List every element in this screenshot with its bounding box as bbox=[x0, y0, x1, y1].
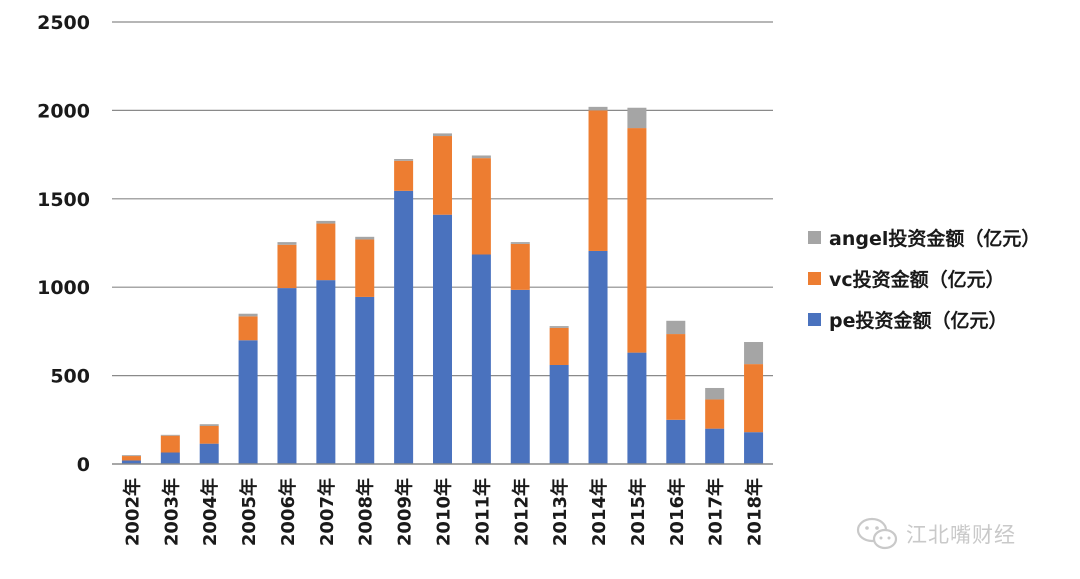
x-tick-label: 2014年 bbox=[588, 478, 610, 546]
bar-segment bbox=[316, 223, 336, 281]
bar-segment bbox=[355, 296, 375, 464]
bar-segment bbox=[705, 428, 725, 464]
bar-segment bbox=[433, 133, 452, 137]
bar-segment bbox=[433, 136, 452, 215]
legend-label-angel: angel投资金额（亿元） bbox=[829, 228, 1041, 250]
bar-segment bbox=[199, 425, 219, 444]
x-tick-label: 2009年 bbox=[394, 478, 416, 546]
bar-segment bbox=[121, 460, 141, 464]
bar-segment bbox=[705, 399, 725, 429]
bar-segment bbox=[588, 250, 608, 464]
bar-segment bbox=[394, 190, 414, 464]
x-tick-label: 2018年 bbox=[744, 478, 766, 546]
x-tick-label: 2002年 bbox=[121, 478, 143, 546]
bar-segment bbox=[433, 214, 452, 464]
bar-segment bbox=[355, 236, 375, 240]
bar-segment bbox=[277, 244, 297, 289]
bar-segment bbox=[744, 364, 764, 433]
bar-segment bbox=[666, 334, 686, 420]
bar-segment bbox=[471, 254, 491, 464]
legend-item-vc: vc投资金额（亿元） bbox=[808, 267, 1040, 291]
x-tick-label: 2010年 bbox=[433, 478, 455, 546]
bar-segment bbox=[160, 452, 180, 464]
bar-segment bbox=[666, 320, 686, 335]
y-tick-label: 2000 bbox=[37, 100, 90, 122]
bar-segment bbox=[588, 110, 608, 251]
y-tick-label: 0 bbox=[77, 454, 90, 476]
bar-segment bbox=[627, 107, 647, 129]
bar-segment bbox=[238, 313, 258, 317]
bar-segment bbox=[627, 352, 647, 464]
bar-segment bbox=[160, 435, 180, 453]
legend-swatch-angel bbox=[808, 231, 821, 244]
bar-segment bbox=[510, 242, 530, 244]
x-tick-label: 2017年 bbox=[705, 478, 727, 546]
bar-segment bbox=[199, 443, 219, 464]
bar-segment bbox=[471, 158, 491, 255]
bar-segment bbox=[160, 434, 180, 436]
bar-segment bbox=[199, 424, 219, 426]
bar-segment bbox=[510, 289, 530, 464]
bar-segment bbox=[549, 327, 569, 365]
x-tick-label: 2016年 bbox=[666, 478, 688, 546]
bar-segment bbox=[121, 455, 141, 457]
bar-segment bbox=[510, 243, 530, 290]
watermark: 江北嘴财经 bbox=[856, 516, 1016, 552]
bar-segment bbox=[238, 340, 258, 464]
y-tick-label: 1000 bbox=[37, 277, 90, 299]
legend-label-vc: vc投资金额（亿元） bbox=[829, 269, 1005, 291]
bar-segment bbox=[355, 239, 375, 297]
bars bbox=[121, 106, 764, 464]
bar-segment bbox=[666, 419, 686, 464]
watermark-text: 江北嘴财经 bbox=[906, 523, 1016, 547]
bar-segment bbox=[394, 160, 414, 191]
x-tick-label: 2008年 bbox=[355, 478, 377, 546]
legend: angel投资金额（亿元） vc投资金额（亿元） pe投资金额（亿元） bbox=[808, 226, 1040, 349]
bar-segment bbox=[588, 106, 608, 111]
x-tick-label: 2004年 bbox=[199, 478, 221, 546]
legend-item-angel: angel投资金额（亿元） bbox=[808, 226, 1041, 250]
bar-segment bbox=[471, 155, 491, 159]
bar-segment bbox=[277, 242, 297, 245]
y-tick-label: 1500 bbox=[37, 189, 90, 211]
wechat-icon bbox=[856, 517, 898, 550]
x-tick-label: 2012年 bbox=[510, 478, 532, 546]
x-tick-label: 2003年 bbox=[160, 478, 182, 546]
bar-segment bbox=[121, 456, 141, 461]
x-tick-label: 2013年 bbox=[549, 478, 571, 546]
legend-swatch-vc bbox=[808, 272, 821, 285]
legend-label-pe: pe投资金额（亿元） bbox=[829, 310, 1008, 332]
x-tick-label: 2015年 bbox=[627, 478, 649, 546]
bar-segment bbox=[627, 128, 647, 353]
bar-segment bbox=[394, 159, 414, 161]
y-axis-ticks: 0 500 1000 1500 2000 2500 bbox=[37, 12, 90, 476]
bar-segment bbox=[549, 326, 569, 328]
bar-segment bbox=[316, 280, 336, 464]
bar-segment bbox=[549, 364, 569, 464]
x-tick-label: 2006年 bbox=[277, 478, 299, 546]
y-tick-label: 2500 bbox=[37, 12, 90, 34]
x-tick-label: 2011年 bbox=[471, 478, 493, 546]
bar-segment bbox=[705, 387, 725, 400]
legend-swatch-pe bbox=[808, 313, 821, 326]
x-tick-label: 2005年 bbox=[238, 478, 260, 546]
x-tick-label: 2007年 bbox=[316, 478, 338, 546]
bar-segment bbox=[316, 220, 336, 224]
x-axis-ticks: 2002年 2003年 2004年 2005年 2006年 2007年 2008年 2009年… bbox=[121, 478, 765, 546]
bar-segment bbox=[744, 432, 764, 464]
y-tick-label: 500 bbox=[50, 366, 90, 388]
bar-segment bbox=[277, 288, 297, 464]
legend-item-pe: pe投资金额（亿元） bbox=[808, 308, 1040, 332]
bar-segment bbox=[744, 342, 764, 365]
bar-segment bbox=[238, 316, 258, 341]
